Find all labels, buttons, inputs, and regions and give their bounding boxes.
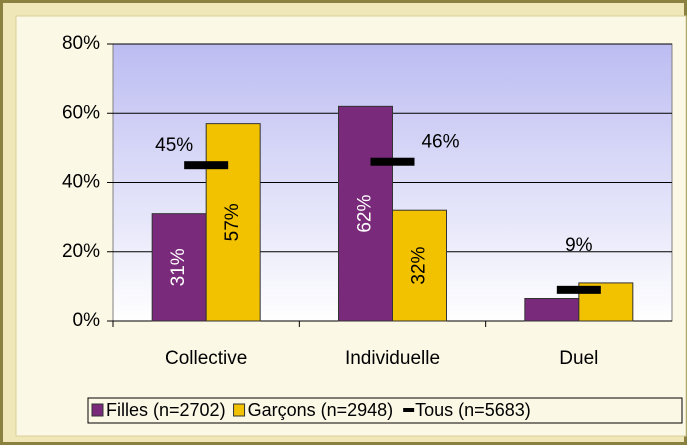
bar [205, 123, 261, 322]
legend-swatch [403, 408, 415, 412]
legend-label: Filles (n=2702) [106, 400, 226, 420]
bar [392, 209, 447, 322]
y-tick-label: 20% [62, 241, 100, 262]
marker [556, 285, 601, 294]
marker [370, 157, 415, 166]
legend-swatch [91, 403, 104, 417]
legend-items: Filles (n=2702) Garçons (n=2948) Tous (n=5… [91, 400, 531, 420]
x-tick-label: Individuelle [345, 348, 440, 369]
x-tick-label: Duel [559, 348, 598, 369]
bar [338, 105, 393, 322]
legend [87, 397, 683, 424]
y-tick-label: 60% [62, 102, 100, 123]
data-label: 45% [155, 135, 193, 156]
data-label: 62% [355, 195, 376, 233]
y-tick-label: 40% [62, 172, 100, 193]
x-tick-label: Collective [165, 348, 247, 369]
bar [524, 297, 580, 322]
data-label: 31% [168, 248, 189, 286]
data-label: 57% [222, 203, 243, 241]
legend-swatch [233, 403, 246, 417]
marker [184, 161, 229, 170]
data-label: 32% [409, 246, 430, 284]
legend-label: Garçons (n=2948) [248, 400, 394, 420]
legend-label: Tous (n=5683) [415, 400, 531, 420]
y-tick-label: 80% [62, 33, 100, 54]
data-label: 9% [565, 235, 593, 256]
bar [578, 282, 634, 322]
y-tick-label: 0% [73, 310, 101, 331]
data-label: 46% [421, 132, 459, 153]
bar [151, 213, 207, 322]
